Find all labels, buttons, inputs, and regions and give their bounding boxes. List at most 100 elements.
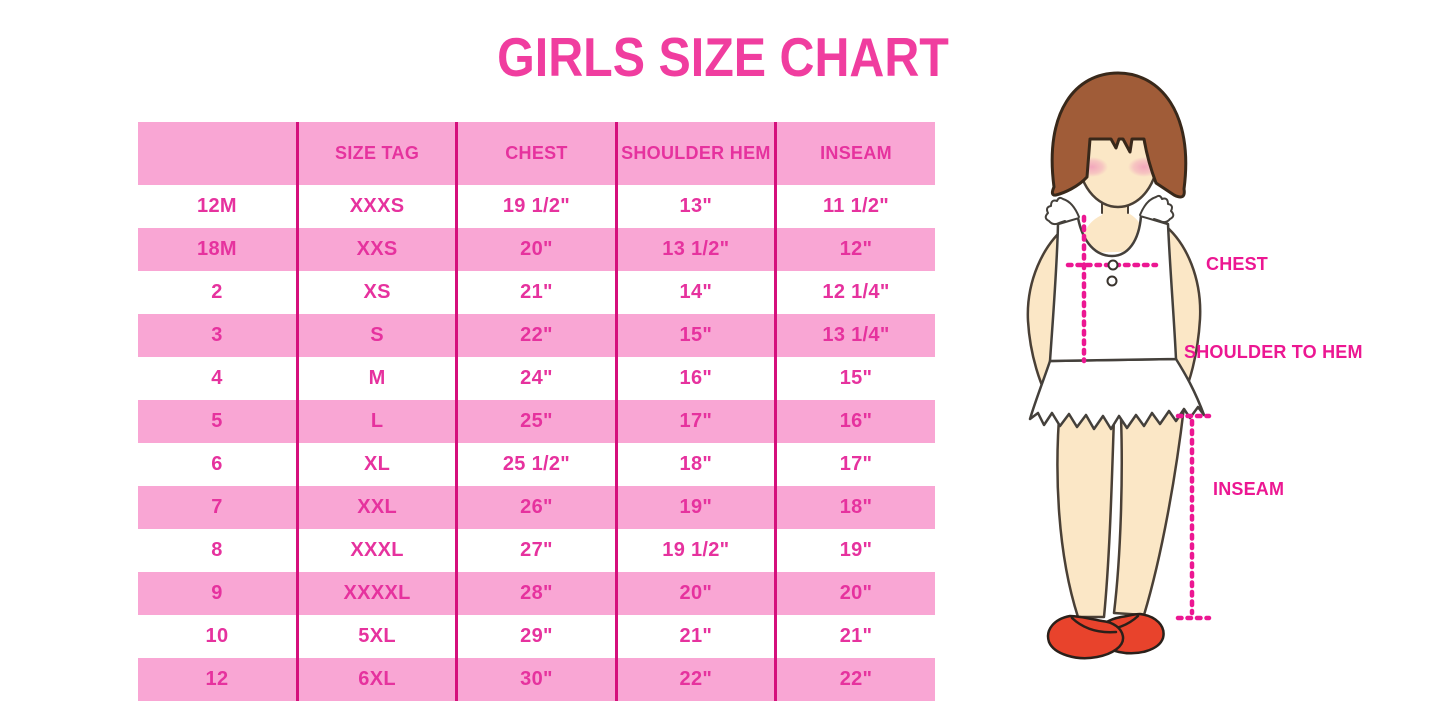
table-row: 6 XL 25 1/2" 18" 17" [138,443,935,486]
table-cell: XXS [295,228,457,271]
table-cell: 8 [138,529,298,572]
table-row: 5 L 25" 17" 16" [138,400,935,443]
table-cell: 12 [138,658,298,701]
table-cell: 10 [138,615,298,658]
table-cell: 4 [138,357,298,400]
table-cell: M [295,357,457,400]
table-cell: 5 [138,400,298,443]
table-row: 10 5XL 29" 21" 21" [138,615,935,658]
girl-figure-illustration [1026,71,1212,660]
table-cell: 17" [614,400,776,443]
table-cell: 24" [455,357,617,400]
table-cell: 15" [614,314,776,357]
chest-label: CHEST [1206,254,1269,274]
column-header: SIZE TAG [295,122,457,185]
table-cell: 9 [138,572,298,615]
table-row: 12M XXXS 19 1/2" 13" 11 1/2" [138,185,935,228]
table-row: 7 XXL 26" 19" 18" [138,486,935,529]
table-cell: 12" [774,228,935,271]
table-cell: XXL [295,486,457,529]
table-cell: 14" [614,271,776,314]
table-cell: 19 1/2" [455,185,617,228]
table-cell: S [295,314,457,357]
table-cell: 13 1/4" [774,314,935,357]
table-cell: 30" [455,658,617,701]
table-header-row: SIZE TAG CHEST SHOULDER HEM INSEAM [138,122,935,185]
table-cell: 6 [138,443,298,486]
table-cell: 21" [774,615,935,658]
table-row: 2 XS 21" 14" 12 1/4" [138,271,935,314]
blouse-button [1106,275,1118,287]
table-cell: 26" [455,486,617,529]
size-table-head: SIZE TAG CHEST SHOULDER HEM INSEAM [138,122,935,185]
table-cell: 13" [614,185,776,228]
table-cell: 13 1/2" [614,228,776,271]
table-cell: XXXS [295,185,457,228]
size-table: SIZE TAG CHEST SHOULDER HEM INSEAM 12M XXXS 1… [138,122,935,701]
table-row: 3 S 22" 15" 13 1/4" [138,314,935,357]
table-cell: XL [295,443,457,486]
table-cell: 28" [455,572,617,615]
left-leg-shape [1056,403,1116,619]
table-cell: 25 1/2" [455,443,617,486]
table-cell: 21" [455,271,617,314]
table-cell: 16" [614,357,776,400]
table-cell: XS [295,271,457,314]
table-cell: XXXL [295,529,457,572]
table-row: 12 6XL 30" 22" 22" [138,658,935,701]
size-table-body: 12M XXXS 19 1/2" 13" 11 1/2" 18M XXS 20" 13 1/2"… [138,185,935,701]
column-header [138,122,298,185]
measurement-lines [1065,214,1212,621]
neck [1081,185,1147,253]
blouse-button [1107,259,1119,271]
table-cell: 20" [774,572,935,615]
column-header: CHEST [455,122,617,185]
table-cell: L [295,400,457,443]
table-cell: XXXXL [295,572,457,615]
table-cell: 20" [455,228,617,271]
table-cell: 20" [614,572,776,615]
table-cell: 6XL [295,658,457,701]
shoulder-to-hem-label: SHOULDER TO HEM [1184,342,1363,362]
table-row: 18M XXS 20" 13 1/2" 12" [138,228,935,271]
table-row: 9 XXXXL 28" 20" 20" [138,572,935,615]
table-cell: 27" [455,529,617,572]
inseam-label: INSEAM [1213,479,1285,499]
table-cell: 15" [774,357,935,400]
hair [1050,71,1188,199]
table-cell: 22" [614,658,776,701]
table-cell: 2 [138,271,298,314]
table-cell: 19" [774,529,935,572]
table-cell: 19" [614,486,776,529]
left-shoe-strap [1070,616,1118,634]
column-header: SHOULDER HEM [614,122,776,185]
table-cell: 19 1/2" [614,529,776,572]
left-shoulder-ruffle [1044,196,1080,226]
table-cell: 12 1/4" [774,271,935,314]
table-cell: 12M [138,185,298,228]
table-cell: 18" [774,486,935,529]
skirt [1028,357,1206,431]
table-cell: 25" [455,400,617,443]
table-cell: 29" [455,615,617,658]
table-cell: 17" [774,443,935,486]
table-cell: 18M [138,228,298,271]
table-cell: 18" [614,443,776,486]
table-cell: 21" [614,615,776,658]
right-leg-shape [1112,405,1186,617]
table-cell: 5XL [295,615,457,658]
right-shoulder-ruffle [1139,194,1175,224]
blouse [1048,214,1178,363]
table-row: 4 M 24" 16" 15" [138,357,935,400]
table-cell: 11 1/2" [774,185,935,228]
column-header: INSEAM [774,122,935,185]
table-cell: 3 [138,314,298,357]
left-shoe [1046,614,1125,660]
table-cell: 7 [138,486,298,529]
table-row: 8 XXXL 27" 19 1/2" 19" [138,529,935,572]
table-cell: 22" [774,658,935,701]
page-title: GIRLS SIZE CHART [496,26,949,88]
table-cell: 16" [774,400,935,443]
table-cell: 22" [455,314,617,357]
